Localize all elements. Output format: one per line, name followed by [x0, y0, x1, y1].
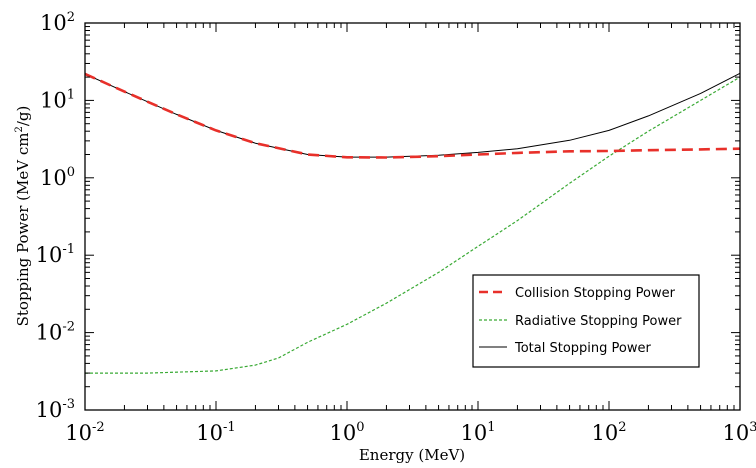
y-axis-label-sup: 2 — [14, 126, 25, 132]
legend-label-collision: Collision Stopping Power — [515, 286, 676, 301]
legend-box — [472, 274, 700, 368]
y-tick-label: 10-1 — [36, 242, 75, 267]
tick-labels-layer: 10-2 10-1 100 101 102 10310-310-210-110010110… — [36, 10, 756, 445]
series-line-collision-stopping-power — [85, 72, 740, 159]
y-tick-label: 10-2 — [36, 320, 75, 345]
series-line-total-stopping-power — [85, 72, 740, 158]
series-layer — [85, 72, 740, 374]
y-tick-label: 101 — [40, 87, 75, 112]
x-tick-label: 10-1 — [196, 420, 235, 445]
legend-label-radiative: Radiative Stopping Power — [515, 314, 682, 329]
x-tick-label: 102 — [591, 420, 626, 445]
y-tick-label: 102 — [40, 10, 75, 35]
y-axis-label: Stopping Power (MeV cm2/g) — [14, 106, 32, 327]
x-tick-label: 101 — [460, 420, 495, 445]
y-tick-label: 10-3 — [36, 397, 75, 422]
legend-label-total: Total Stopping Power — [514, 341, 651, 356]
x-tick-label: 103 — [722, 420, 756, 445]
x-axis-label: Energy (MeV) — [359, 446, 465, 464]
series-line-radiative-stopping-power — [85, 76, 740, 374]
plot-frame — [84, 22, 741, 411]
y-axis-label-tail: /g) — [14, 106, 32, 127]
x-tick-label: 100 — [329, 420, 364, 445]
y-axis-label-main: Stopping Power (MeV cm — [14, 133, 32, 327]
legend: Collision Stopping Power Radiative Stopp… — [472, 274, 700, 368]
x-tick-label: 10-2 — [65, 420, 104, 445]
ticks-layer — [84, 22, 741, 411]
y-tick-label: 100 — [40, 165, 75, 190]
